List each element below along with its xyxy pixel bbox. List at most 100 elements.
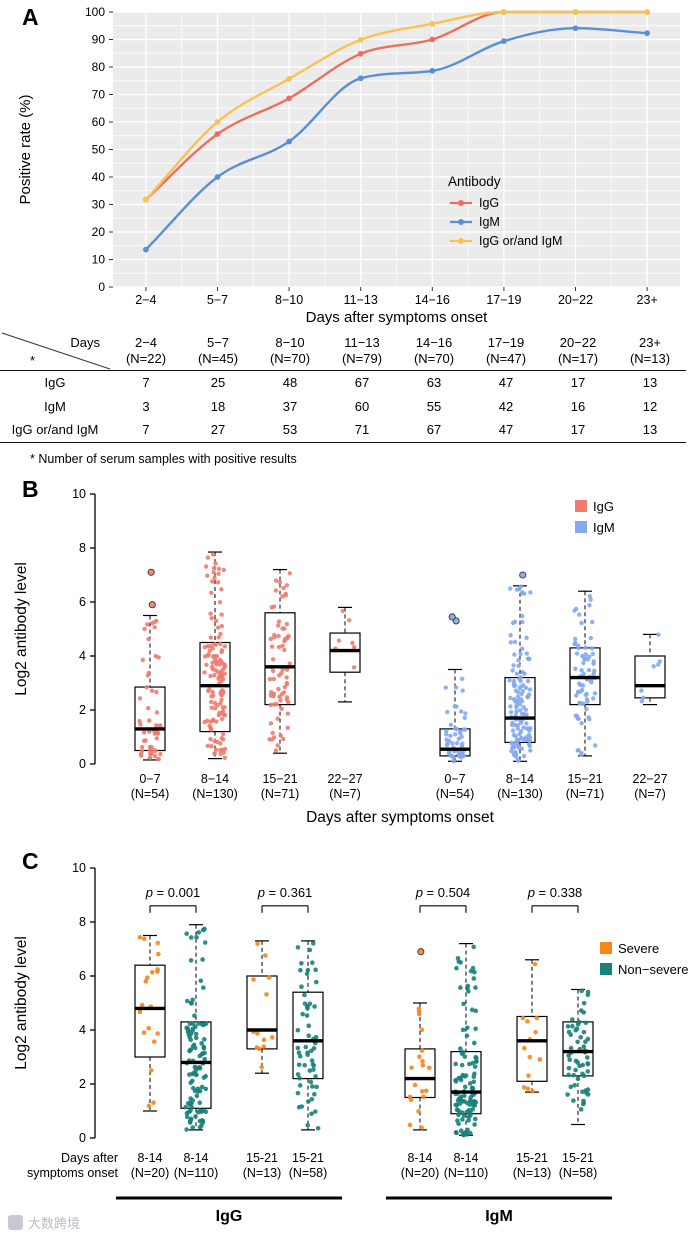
x-tick-label: 15-21 [516,1151,548,1165]
svg-text:30: 30 [92,198,106,212]
p-value-brackets: p = 0.001 p = 0.361 p = 0.504 p = 0.338 [145,885,582,913]
svg-text:8: 8 [79,915,86,929]
x-tick-sublabel: (N=130) [497,787,543,801]
table-cell: 37 [282,398,298,414]
x-tick-sublabel: (N=110) [444,1166,489,1180]
watermark-logo-icon [8,1215,23,1230]
x-axis-label: Days after symptoms onset [306,309,489,326]
table-cell: 13 [642,374,658,390]
panel-b-section: B 0 2 4 6 8 10 Log2 antibody level 0−7 (N=54) 8−1… [0,468,700,840]
x-tick-sublabel: (N=58) [289,1166,328,1180]
table-cell: 48 [282,374,298,390]
series-igg-or-and-igm [142,9,651,203]
box-igg-0−7 [134,568,166,762]
group-label: IgG [216,1208,243,1225]
table-row: IgM 3 18 37 60 55 42 16 12 [0,394,686,418]
box-non-severe-igg-15-21 [292,940,324,1131]
table-col-header: 11−13 (N=79) [326,332,398,371]
table-corner-cell: Days * [0,332,110,371]
table-col-header: 5−7 (N=45) [182,332,254,371]
x-tick-sublabel: (N=58) [559,1166,598,1180]
series-igm [142,25,651,253]
table-row-label: IgG or/and IgM [0,418,110,443]
svg-text:70: 70 [92,88,106,102]
x-tick-sublabel: (N=13) [513,1166,552,1180]
x-tick-label: 0−7 [444,772,465,786]
x-tick-sublabel: (N=7) [634,787,666,801]
svg-text:4: 4 [79,649,86,663]
table-col-header: 17−19 (N=47) [470,332,542,371]
table-cell: 63 [426,374,442,390]
x-tick-sublabel: (N=20) [401,1166,440,1180]
y-axis: 0 2 4 6 8 10 [72,487,96,771]
watermark: 大数跨境 [8,1213,80,1232]
x-tick-sublabel: (N=110) [174,1166,219,1180]
svg-text:4: 4 [79,1023,86,1037]
x-tick-label: 8-14 [137,1151,162,1165]
y-axis: 0 2 4 6 8 10 [72,861,96,1145]
p-value-label: p = 0.001 [145,885,201,900]
panel-c-label: C [22,848,39,874]
x-axis-side-label: symptoms onset [27,1166,119,1180]
box-severe-igg-15-21 [246,940,278,1074]
box-igg-15−21 [264,568,296,754]
svg-text:8: 8 [79,541,86,555]
table-cell: 27 [182,418,254,443]
x-tick-label: 15-21 [246,1151,278,1165]
panel-a-section: A 0 10 20 30 40 50 60 70 80 90 100 2−4 5−7 8−10 11−13 1… [0,0,700,468]
table-cell: 25 [210,374,226,390]
y-axis-label: Positive rate (%) [17,94,34,204]
x-tick-sublabel: (N=54) [436,787,475,801]
table-row: IgG or/and IgM 7 27 53 71 67 47 17 13 [0,418,686,443]
table-cell: 18 [210,398,226,414]
svg-text:Non−severe: Non−severe [618,962,688,977]
box-igm-0−7 [439,613,471,764]
svg-text:10: 10 [72,861,86,875]
table-cell: 16 [570,398,586,414]
svg-text:20: 20 [92,225,106,239]
svg-text:100: 100 [85,5,105,19]
x-tick-label: 22−27 [327,772,362,786]
svg-text:10: 10 [72,487,86,501]
svg-text:11−13: 11−13 [344,293,378,307]
box-igg-22−27 [329,606,361,703]
x-tick-label: 8−14 [201,772,229,786]
svg-text:5−7: 5−7 [207,293,228,307]
svg-text:10: 10 [92,253,106,267]
table-cell: 42 [498,398,514,414]
y-axis-label: Log2 antibody level [13,562,30,696]
table-cell: 7 [142,374,150,390]
x-tick-label: 15-21 [292,1151,324,1165]
x-tick-label: 15-21 [562,1151,594,1165]
x-tick-label: 8-14 [453,1151,478,1165]
table-col-header: 8−10 (N=70) [254,332,326,371]
watermark-text: 大数跨境 [28,1216,81,1231]
jitter-points [572,594,598,757]
panel-a-table-block: Days * 2−4 (N=22) 5−7 (N=45) 8−10 (N=70) 11−13 (N… [0,330,700,468]
x-tick-sublabel: (N=20) [131,1166,170,1180]
legend-title: Antibody [448,174,501,189]
table-col-header: 2−4 (N=22) [110,332,182,371]
group-label: IgM [485,1208,513,1225]
x-tick-label: 22−27 [632,772,667,786]
positive-rate-line-chart: 0 10 20 30 40 50 60 70 80 90 100 2−4 5−7 8−10 11−13 14−… [17,5,680,326]
table-row: IgG 7 25 48 67 63 47 17 13 [0,370,686,394]
panel-c-section: C 0 2 4 6 8 10 Log2 antibody level 8-14 (N=20) 8-… [0,840,700,1238]
table-row-label: IgM [44,398,66,414]
box-severe-igm-15-21 [516,959,548,1094]
jitter-points [137,934,161,1109]
jitter-points [267,571,293,753]
svg-text:90: 90 [92,33,106,47]
jitter-points [507,584,533,763]
box-non-severe-igm-15-21 [562,988,594,1126]
svg-text:Severe: Severe [618,941,659,956]
svg-text:0: 0 [79,1131,86,1145]
svg-text:0: 0 [98,280,105,294]
svg-text:50: 50 [92,143,106,157]
svg-text:2: 2 [79,1077,86,1091]
svg-text:80: 80 [92,60,106,74]
legend: Antibody IgG IgM IgG or/and IgM [448,174,562,248]
svg-text:6: 6 [79,969,86,983]
jitter-points [520,961,543,1094]
